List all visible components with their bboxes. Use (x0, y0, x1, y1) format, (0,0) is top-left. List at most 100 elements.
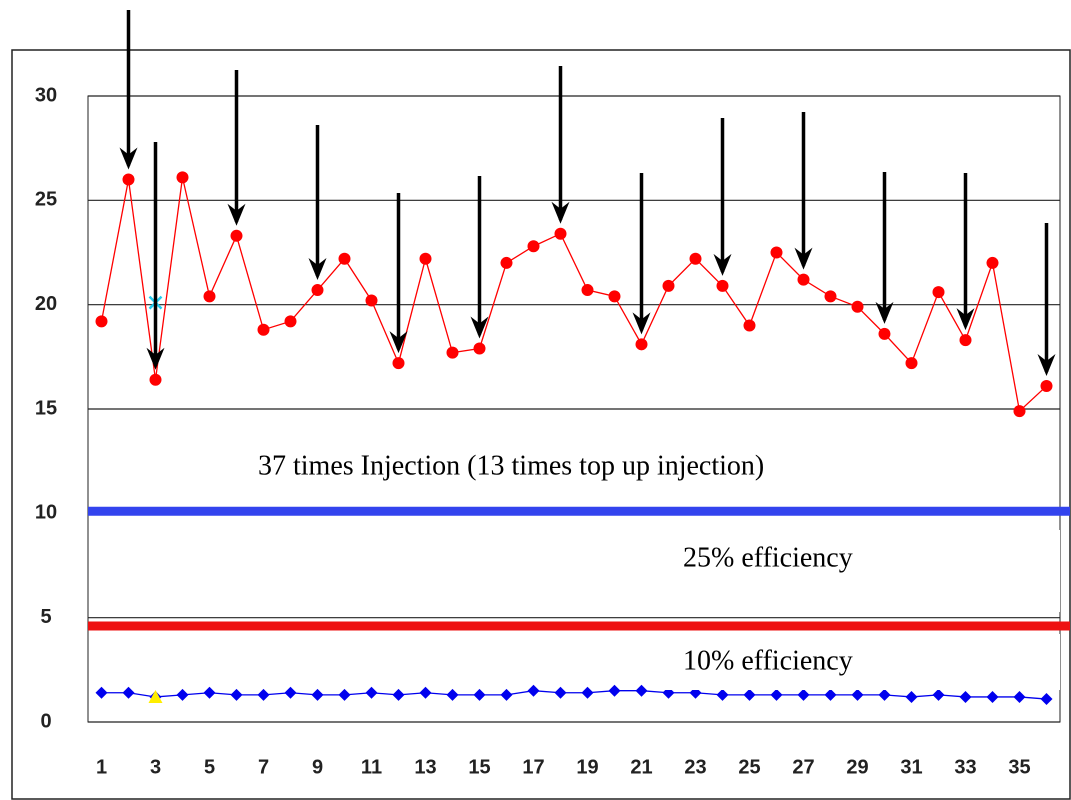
point (148, 689, 163, 703)
y-tick-label: 10 (35, 502, 57, 524)
point (365, 294, 378, 307)
annotation-box (238, 420, 1040, 493)
point (473, 688, 486, 701)
arrow-head (551, 201, 570, 224)
x-tick-label: 21 (630, 756, 652, 778)
point (176, 688, 189, 701)
point (581, 686, 594, 699)
point (419, 252, 432, 265)
point (905, 357, 918, 370)
point (851, 300, 864, 313)
point (986, 256, 999, 269)
x-tick-label: 35 (1008, 756, 1030, 778)
point (284, 686, 297, 699)
y-tick-label: 25 (35, 189, 57, 211)
point (770, 688, 783, 701)
x-tick-label: 13 (414, 756, 436, 778)
point (500, 688, 513, 701)
arrow-head (875, 301, 894, 324)
point (608, 684, 621, 697)
point (554, 227, 567, 240)
point (446, 346, 459, 359)
arrow-head (956, 308, 975, 331)
point (743, 688, 756, 701)
point (527, 240, 540, 253)
point (338, 252, 351, 265)
point (500, 256, 513, 269)
point (797, 688, 810, 701)
point (905, 690, 918, 703)
arrow-head (713, 253, 732, 276)
annotation: 37 times Injection (13 times top up inje… (258, 450, 764, 481)
point (257, 323, 270, 336)
x-tick-label: 27 (792, 756, 814, 778)
x-tick-label: 15 (468, 756, 490, 778)
point (878, 327, 891, 340)
point (1040, 380, 1053, 393)
point (122, 686, 135, 699)
x-tick-label: 33 (954, 756, 976, 778)
y-tick-label: 5 (40, 606, 51, 628)
point (1013, 405, 1026, 418)
point (203, 686, 216, 699)
point (824, 688, 837, 701)
point (149, 373, 162, 386)
y-tick-label: 20 (35, 293, 57, 315)
point (554, 686, 567, 699)
point (878, 688, 891, 701)
arrow-head (227, 203, 246, 226)
x-tick-label: 17 (522, 756, 544, 778)
point (311, 688, 324, 701)
y-tick-label: 15 (35, 397, 57, 419)
point (689, 252, 702, 265)
point (1013, 690, 1026, 703)
point (824, 290, 837, 303)
point (932, 688, 945, 701)
arrow-head (1037, 354, 1056, 377)
x-tick-label: 11 (361, 756, 382, 778)
arrow-head (146, 347, 165, 370)
point (581, 284, 594, 297)
x-tick-label: 31 (900, 756, 922, 778)
point (257, 688, 270, 701)
annotations: 37 times Injection (13 times top up inje… (238, 420, 1060, 690)
point (743, 319, 756, 332)
arrow-head (308, 258, 327, 281)
series-line (100, 177, 1047, 413)
point (122, 173, 135, 186)
annotation: 10% efficiency (683, 645, 853, 676)
x-tick-label: 23 (684, 756, 706, 778)
x-tick-label: 5 (204, 756, 215, 778)
point (635, 338, 648, 351)
point (932, 286, 945, 299)
x-tick-label: 19 (576, 756, 598, 778)
point (959, 690, 972, 703)
x-tick-label: 9 (312, 756, 323, 778)
point (284, 315, 297, 328)
point (716, 688, 729, 701)
point (392, 357, 405, 370)
point (716, 279, 729, 292)
x-tick-label: 29 (846, 756, 868, 778)
point (419, 686, 432, 699)
point (797, 273, 810, 286)
point (203, 290, 216, 303)
point (851, 688, 864, 701)
point (608, 290, 621, 303)
point (176, 171, 189, 184)
point (311, 284, 324, 297)
x-tick-label: 25 (738, 756, 760, 778)
arrow-head (632, 312, 651, 335)
point (473, 342, 486, 355)
point (635, 684, 648, 697)
annotation-box (663, 530, 1060, 612)
point (662, 279, 675, 292)
point (230, 688, 243, 701)
arrow-head (119, 147, 138, 170)
point (365, 686, 378, 699)
arrow-head (389, 331, 408, 354)
x-tick-label: 7 (258, 756, 269, 778)
point (959, 334, 972, 347)
